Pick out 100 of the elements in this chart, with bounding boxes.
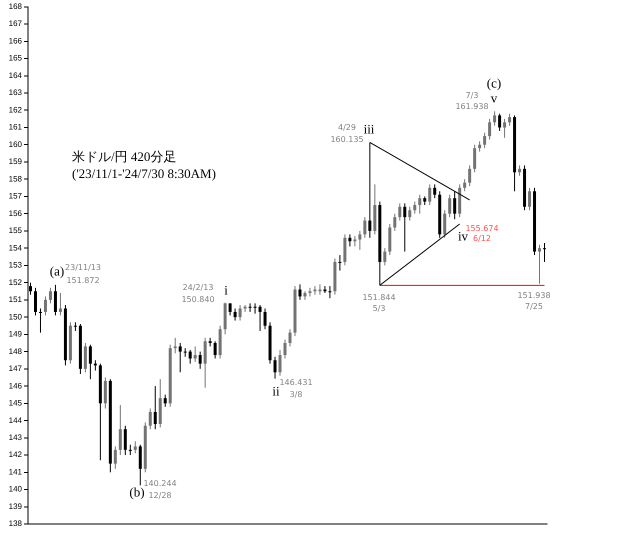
candlestick [178,342,182,373]
annotation: 146.431 [279,378,313,388]
y-tick-label: 141 [8,467,23,476]
annotation: 155.674 [465,224,499,234]
y-tick-label: 146 [8,381,23,390]
candlestick [483,132,486,149]
candlestick [94,360,97,372]
y-tick-label: 148 [8,346,23,356]
candlestick [284,339,287,359]
y-tick-label: 139 [8,502,23,511]
candlestick [338,254,342,272]
y-tick-label: 154 [8,243,23,252]
y-tick-label: 143 [8,433,23,442]
annotation: 151.872 [66,276,100,286]
candlestick [468,164,472,187]
candlestick [488,118,492,140]
candlestick [413,201,416,214]
candlestick [134,440,137,454]
candlestick [204,337,207,388]
candlestick [278,349,282,376]
candlestick [274,356,277,380]
y-tick-label: 145 [8,398,23,408]
annotation: 161.938 [455,102,489,112]
candlestick [58,292,62,316]
candlestick [383,248,386,266]
candlestick [503,118,506,138]
candlestick [34,287,37,316]
candlestick [298,284,302,300]
annotation: iii [364,121,375,136]
candlestick [493,110,496,126]
candlestick [38,308,42,334]
annotation: 12/28 [148,491,172,500]
candlestick [518,164,522,176]
y-tick-label: 160 [8,140,23,149]
candlestick [328,286,332,299]
annotation: 24/2/13 [182,283,214,292]
candlestick [238,304,242,322]
y-tick-label: 142 [8,450,23,460]
candlestick [48,287,52,304]
y-tick-label: 162 [8,105,23,114]
candlestick [443,210,446,238]
y-tick-label: 150 [8,312,23,322]
annotation: 4/29 [338,123,356,132]
annotation: 3/8 [290,390,302,400]
candlestick [498,113,502,132]
candlestick [104,376,107,409]
candlestick [398,202,402,222]
y-tick-label: 166 [8,36,23,46]
candlestick [264,308,267,330]
y-tick-label: 161 [8,122,23,132]
candlestick [54,284,57,316]
y-tick-label: 147 [8,364,23,374]
candlestick [408,206,412,222]
annotation: 7/3 [466,91,478,100]
candlestick [348,234,352,247]
candlestick [318,284,322,296]
candlestick [428,184,432,206]
candlestick [353,236,356,247]
candlestick [154,386,157,430]
candlestick [198,351,202,370]
y-tick-label: 153 [8,260,23,270]
candlestick [418,194,422,214]
candlestick [124,425,127,456]
candlestick [254,302,257,314]
candlestick [258,304,262,332]
candlestick [138,444,142,486]
candlestick [463,178,466,192]
annotation: 150.840 [181,295,215,304]
candlestick [88,344,92,380]
y-tick-label: 165 [8,54,23,63]
y-tick-label: 167 [8,19,23,28]
y-tick-label: 164 [8,70,23,80]
candlestick [433,184,436,199]
candlestick [114,446,117,470]
candlestick [538,244,542,284]
candlestick [543,242,546,262]
candlestick [403,202,406,252]
candlestick [44,296,47,316]
candlestick [234,308,237,322]
annotation: (b) [129,484,145,500]
annotation: ii [272,383,280,398]
annotation: (a) [50,263,64,278]
candlestick [84,342,87,373]
y-tick-label: 168 [8,2,23,12]
annotation: 6/12 [473,234,491,244]
candlestick [288,328,292,347]
candlestick [393,213,396,232]
y-tick-label: 152 [8,278,23,287]
text: 米ドル/円 420分足 [72,148,178,165]
y-tick-label: 157 [8,192,23,201]
candlestick [508,113,512,126]
annotation: 23/11/13 [65,263,101,272]
text: ('23/11/1-'24/7/30 8:30AM) [72,165,216,182]
candlestick [358,230,362,250]
annotation: 7/25 [525,302,543,312]
candlestick [118,404,122,456]
annotation: v [490,90,498,106]
annotation: 151.844 [362,293,396,302]
y-tick-label: 144 [8,416,23,425]
annotation: 5/3 [372,304,386,314]
